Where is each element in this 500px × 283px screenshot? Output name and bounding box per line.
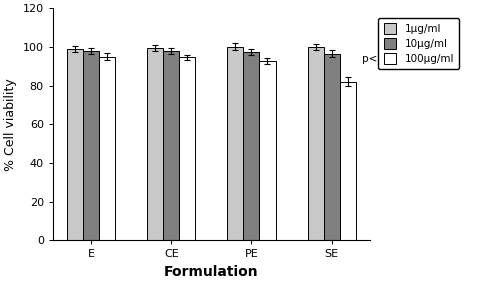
Bar (324, 53, 340, 240)
Bar (148, 48, 164, 240)
Bar (68, 49, 84, 240)
Bar (100, 57, 116, 240)
Bar (180, 57, 196, 240)
Bar (84, 51, 100, 240)
Bar (164, 51, 180, 240)
Legend: 1μg/ml, 10μg/ml, 100μg/ml: 1μg/ml, 10μg/ml, 100μg/ml (378, 18, 459, 69)
Bar (340, 82, 355, 240)
Bar (244, 52, 260, 240)
Text: p<0.05: p<0.05 (362, 54, 401, 64)
Bar (260, 61, 276, 240)
Bar (308, 47, 324, 240)
Bar (228, 47, 244, 240)
X-axis label: Formulation: Formulation (164, 265, 259, 279)
Y-axis label: % Cell viability: % Cell viability (4, 78, 17, 171)
